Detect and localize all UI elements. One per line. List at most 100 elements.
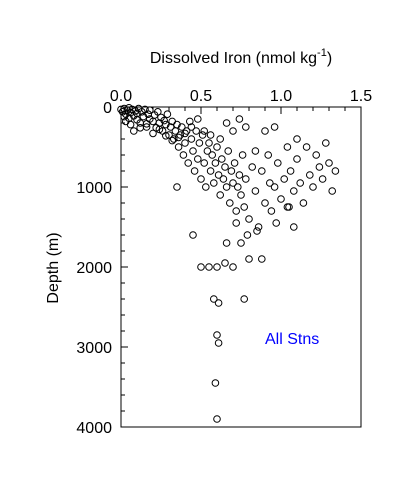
data-point [149, 129, 157, 138]
data-point [235, 171, 244, 179]
data-point [293, 155, 301, 163]
data-point [302, 143, 311, 151]
data-point [318, 175, 327, 183]
data-point [166, 123, 175, 131]
data-point [213, 263, 221, 271]
data-point [214, 171, 223, 179]
data-point [197, 175, 205, 183]
chart-title: Dissolved Iron (nmol kg-1) [150, 47, 332, 67]
data-point [290, 187, 298, 195]
data-point [211, 379, 220, 387]
data-point [221, 163, 229, 171]
annotation-all-stns: All Stns [265, 331, 319, 348]
data-point [242, 175, 250, 183]
data-point [181, 139, 189, 147]
data-point [232, 219, 240, 227]
data-point [286, 167, 295, 175]
data-point [242, 123, 250, 131]
x-axis: 0.0 0.5 1.0 1.5 [110, 88, 372, 114]
data-point [198, 131, 207, 139]
data-point [178, 123, 186, 131]
data-point [253, 227, 261, 235]
data-point [179, 151, 188, 159]
data-point [200, 127, 208, 135]
data-point [290, 223, 298, 231]
data-point [254, 223, 263, 231]
data-point [222, 239, 231, 247]
data-point [162, 120, 170, 129]
data-point [229, 263, 237, 271]
y-axis-label: Depth (m) [45, 232, 62, 303]
data-point [219, 175, 228, 183]
data-point [235, 115, 244, 123]
data-point [192, 127, 200, 135]
data-point [267, 207, 276, 215]
data-point [221, 259, 229, 267]
data-point [222, 119, 231, 127]
data-point [190, 167, 199, 175]
data-point [312, 151, 321, 159]
data-point [272, 219, 281, 227]
data-point [189, 147, 197, 155]
data-point [258, 255, 266, 263]
data-point [210, 295, 218, 303]
data-point [224, 147, 232, 155]
data-point [306, 171, 314, 179]
data-point [229, 127, 237, 135]
data-point [315, 163, 324, 171]
data-point [248, 163, 256, 171]
data-point [168, 136, 176, 145]
data-point [216, 135, 224, 143]
data-point [205, 263, 213, 271]
chart-title-close: ) [327, 50, 332, 67]
data-point [211, 159, 220, 167]
y-tick-label: 4000 [76, 420, 112, 437]
data-point [280, 175, 289, 183]
data-points [117, 104, 340, 423]
data-point [270, 183, 279, 191]
data-point [234, 183, 242, 191]
data-point [206, 167, 215, 175]
data-point [173, 120, 181, 129]
data-point [270, 123, 279, 131]
data-point [258, 167, 266, 175]
data-point [227, 167, 236, 175]
data-point [232, 207, 240, 215]
data-point [210, 179, 218, 187]
y-axis: 0 1000 2000 3000 4000 [76, 100, 128, 437]
data-point [130, 127, 138, 135]
data-point [328, 187, 337, 195]
data-point [194, 155, 202, 163]
data-point [203, 147, 212, 155]
data-point [189, 231, 197, 239]
data-point [126, 120, 135, 129]
data-point [182, 127, 191, 135]
x-tick-label: 1.5 [350, 88, 372, 105]
data-point [277, 195, 285, 203]
data-point [264, 151, 273, 159]
plot-frame [120, 106, 362, 428]
y-tick-label: 0 [103, 100, 112, 117]
data-point [238, 151, 247, 159]
chart-title-superscript: -1 [317, 47, 327, 59]
data-point [293, 135, 301, 143]
data-point [331, 167, 340, 175]
data-point [251, 187, 260, 195]
data-point [174, 143, 183, 151]
data-point [163, 110, 172, 118]
x-tick-label: 1.0 [270, 88, 292, 105]
data-point [274, 159, 282, 167]
data-point [214, 299, 223, 307]
data-point [230, 159, 239, 167]
data-point [222, 183, 231, 191]
data-point [195, 139, 204, 147]
y-tick-label: 3000 [76, 340, 112, 357]
data-point [160, 116, 168, 125]
data-point [205, 139, 213, 147]
data-point [216, 191, 224, 199]
data-point [200, 159, 208, 167]
data-point [322, 139, 330, 147]
data-point [237, 239, 245, 247]
data-point [146, 106, 154, 114]
